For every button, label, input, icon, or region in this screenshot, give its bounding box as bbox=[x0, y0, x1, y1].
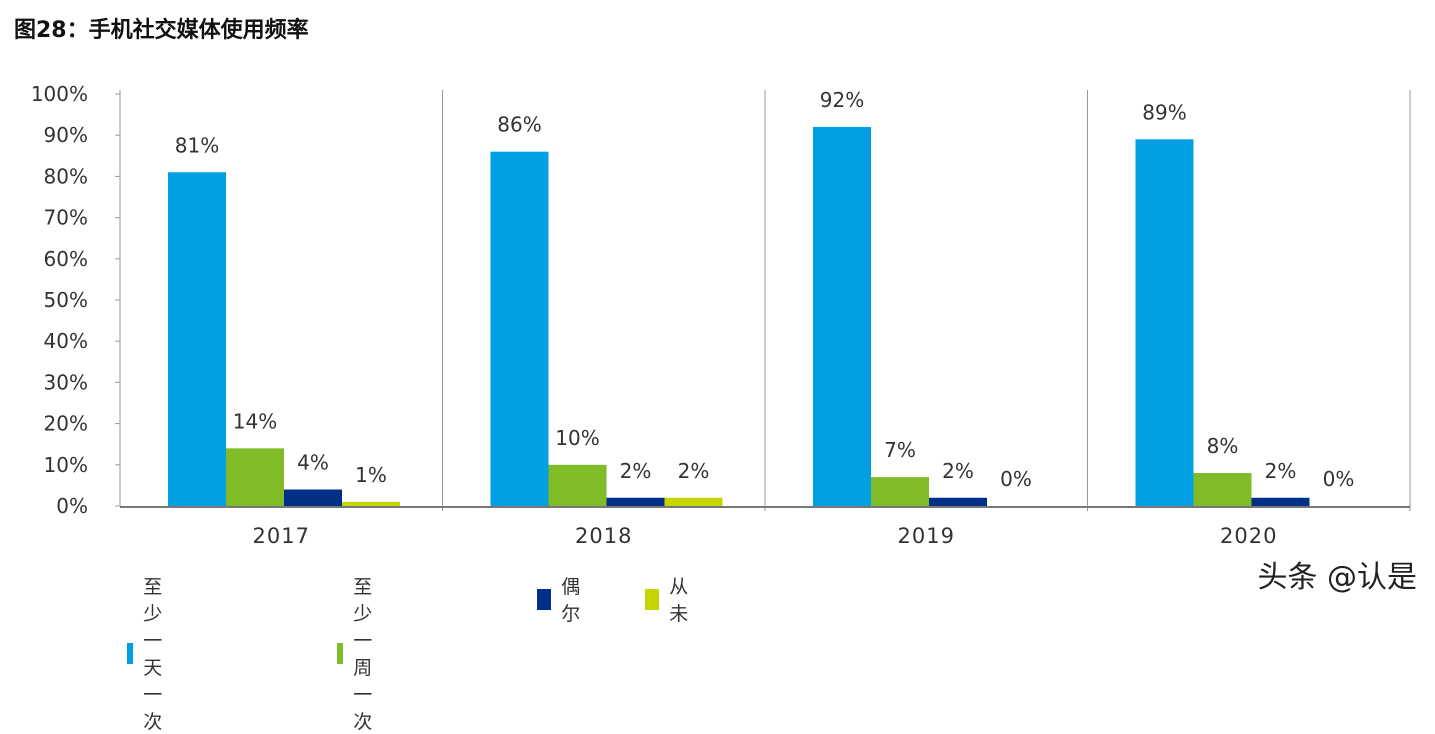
legend-item: 至少一天一次 bbox=[127, 572, 177, 734]
y-tick-label: 90% bbox=[44, 123, 88, 147]
bar-2017-0 bbox=[168, 172, 226, 506]
x-category-label: 2019 bbox=[898, 524, 955, 548]
bar-2019-0 bbox=[813, 126, 871, 507]
x-category-label: 2018 bbox=[575, 524, 632, 548]
y-tick-label: 0% bbox=[56, 494, 88, 518]
bar-2020-2 bbox=[1251, 497, 1310, 506]
y-tick-label: 30% bbox=[44, 370, 88, 394]
y-tick-label: 80% bbox=[44, 164, 88, 188]
legend-label: 从未 bbox=[669, 576, 689, 625]
data-label: 14% bbox=[233, 409, 277, 433]
bar-2020-0 bbox=[1135, 139, 1194, 506]
legend-label: 至少一周一次 bbox=[353, 576, 373, 733]
legend-label: 偶尔 bbox=[561, 576, 581, 625]
legend-swatch bbox=[537, 588, 552, 610]
y-tick-label: 100% bbox=[31, 82, 88, 106]
data-label: 4% bbox=[297, 451, 329, 475]
x-category-label: 2017 bbox=[253, 524, 310, 548]
data-label: 2% bbox=[1265, 459, 1297, 483]
bar-2017-3 bbox=[342, 501, 400, 506]
bar-2017-1 bbox=[226, 448, 284, 506]
bar-2018-1 bbox=[548, 464, 607, 506]
data-label: 7% bbox=[884, 438, 916, 462]
data-label: 81% bbox=[175, 133, 219, 157]
data-label: 92% bbox=[820, 88, 864, 112]
data-label: 2% bbox=[942, 459, 974, 483]
bar-2019-1 bbox=[871, 477, 929, 506]
bar-2018-3 bbox=[664, 497, 723, 506]
data-label: 0% bbox=[1000, 467, 1032, 491]
data-label: 0% bbox=[1323, 467, 1355, 491]
bar-2019-2 bbox=[929, 497, 987, 506]
legend-label: 至少一天一次 bbox=[143, 576, 163, 733]
data-label: 89% bbox=[1142, 100, 1186, 124]
chart-title: 图28：手机社交媒体使用频率 bbox=[14, 18, 309, 43]
legend-item: 偶尔 bbox=[537, 572, 587, 626]
bar-2018-0 bbox=[490, 151, 549, 506]
bar-2018-2 bbox=[606, 497, 665, 506]
data-label: 2% bbox=[678, 459, 710, 483]
data-label: 2% bbox=[620, 459, 652, 483]
y-tick-label: 40% bbox=[44, 329, 88, 353]
bar-2017-2 bbox=[284, 489, 342, 506]
y-tick-label: 70% bbox=[44, 206, 88, 230]
legend-swatch bbox=[645, 588, 660, 610]
data-label: 10% bbox=[555, 426, 599, 450]
x-category-label: 2020 bbox=[1220, 524, 1277, 548]
y-tick-label: 60% bbox=[44, 247, 88, 271]
data-label: 8% bbox=[1207, 434, 1239, 458]
legend-swatch bbox=[337, 642, 344, 664]
watermark: 头条 @认是 bbox=[1257, 560, 1417, 595]
data-label: 86% bbox=[497, 113, 541, 137]
legend-item: 从未 bbox=[645, 572, 695, 626]
bar-chart: 0% 10% 20% 30% 40% 50% 60% 70% 80% 90% 100% 81% 14% 4… bbox=[31, 82, 1411, 548]
bar-2020-1 bbox=[1193, 473, 1252, 506]
y-tick-label: 20% bbox=[44, 412, 88, 436]
y-tick-label: 50% bbox=[44, 288, 88, 312]
legend-swatch bbox=[127, 642, 134, 664]
data-label: 1% bbox=[355, 463, 387, 487]
legend-item: 至少一周一次 bbox=[337, 572, 387, 734]
y-tick-label: 10% bbox=[44, 453, 88, 477]
